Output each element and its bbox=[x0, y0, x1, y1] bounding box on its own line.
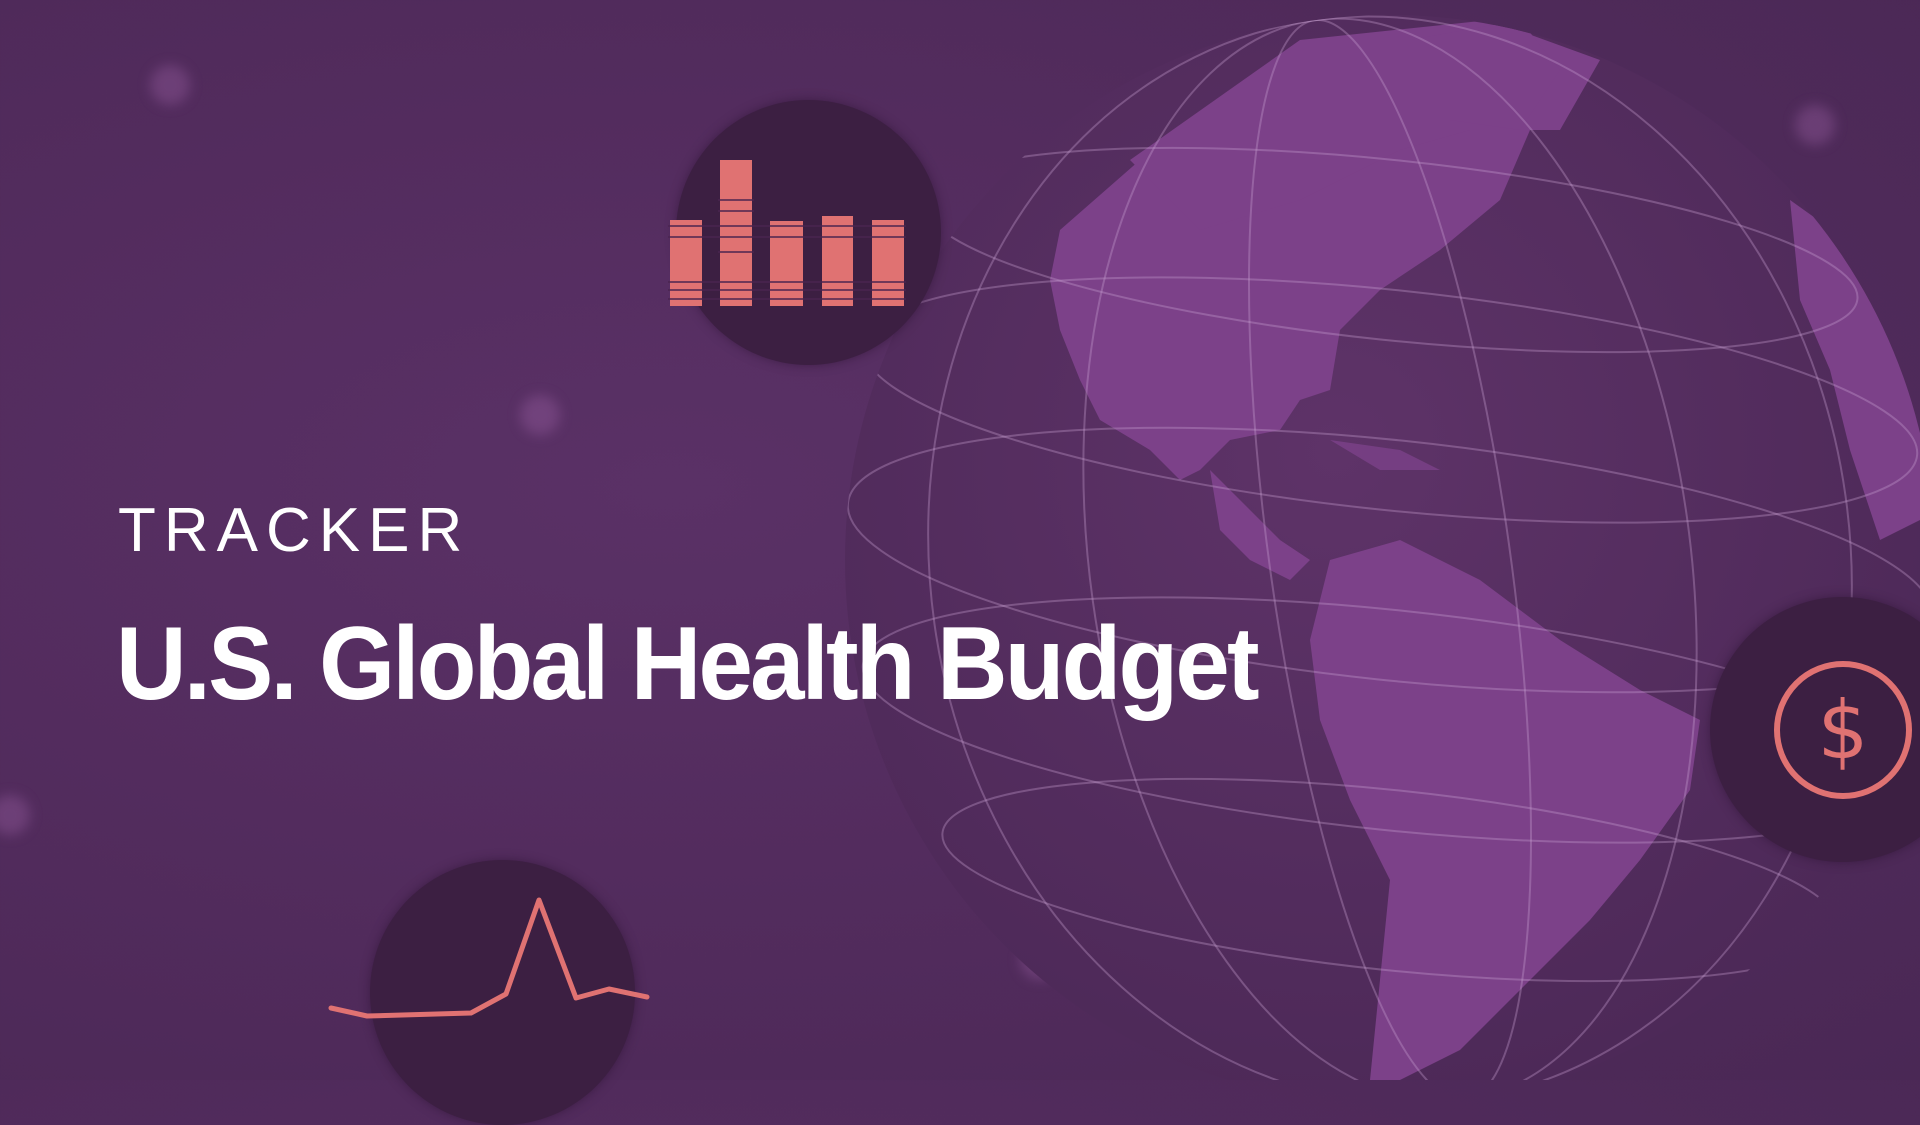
dollar-circle-icon: $ bbox=[1774, 661, 1912, 799]
eyebrow-label: TRACKER bbox=[118, 496, 471, 565]
bar-chart-icon-bar bbox=[822, 216, 853, 306]
bokeh-dot bbox=[150, 65, 190, 105]
globe-illustration bbox=[845, 15, 1920, 1080]
dollar-badge bbox=[1710, 597, 1920, 862]
bokeh-dot bbox=[520, 395, 560, 435]
bar-stripes bbox=[668, 199, 906, 300]
bokeh-dot bbox=[1795, 105, 1835, 145]
bar-chart-icon-bar bbox=[872, 220, 904, 306]
bar-chart-icon bbox=[668, 160, 906, 306]
page-title: U.S. Global Health Budget bbox=[116, 606, 1260, 722]
bar-chart-icon-bar bbox=[670, 220, 702, 306]
svg-text:$: $ bbox=[1818, 684, 1869, 777]
pulse-line-icon bbox=[328, 897, 650, 1019]
continents bbox=[1050, 20, 1920, 1080]
bar-chart-icon-bar bbox=[770, 221, 803, 306]
